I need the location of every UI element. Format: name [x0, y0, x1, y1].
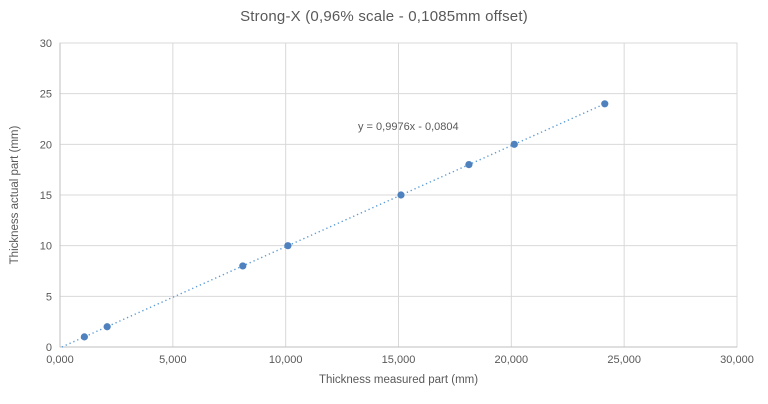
- trendline-equation-label: y = 0,9976x - 0,0804: [358, 121, 459, 133]
- y-tick-label: 5: [46, 291, 52, 303]
- x-tick-label: 30,000: [720, 354, 754, 366]
- data-point-marker: [510, 140, 518, 148]
- x-axis-title: Thickness measured part (mm): [318, 374, 479, 386]
- x-tick-label: 25,000: [607, 354, 641, 366]
- data-point-marker: [239, 262, 247, 270]
- x-tick-label: 5,000: [159, 354, 187, 366]
- y-tick-label: 20: [40, 139, 52, 151]
- data-point-marker: [284, 242, 292, 250]
- y-axis-title: Thickness actual part (mm): [9, 125, 21, 265]
- x-tick-label: 0,000: [46, 354, 74, 366]
- y-tick-label: 15: [40, 190, 52, 202]
- data-point-marker: [80, 333, 88, 341]
- x-tick-label: 10,000: [269, 354, 303, 366]
- x-tick-label: 15,000: [382, 354, 416, 366]
- data-point-marker: [397, 191, 405, 199]
- y-tick-label: 30: [40, 38, 52, 50]
- trendline: [61, 102, 607, 348]
- data-point-marker: [103, 323, 111, 331]
- y-tick-label: 0: [46, 342, 52, 354]
- data-point-marker: [601, 100, 609, 108]
- chart-title: Strong-X (0,96% scale - 0,1085mm offset): [240, 8, 528, 25]
- y-tick-label: 10: [40, 241, 52, 253]
- x-tick-label: 20,000: [495, 354, 529, 366]
- y-tick-label: 25: [40, 89, 52, 101]
- data-point-marker: [465, 161, 473, 169]
